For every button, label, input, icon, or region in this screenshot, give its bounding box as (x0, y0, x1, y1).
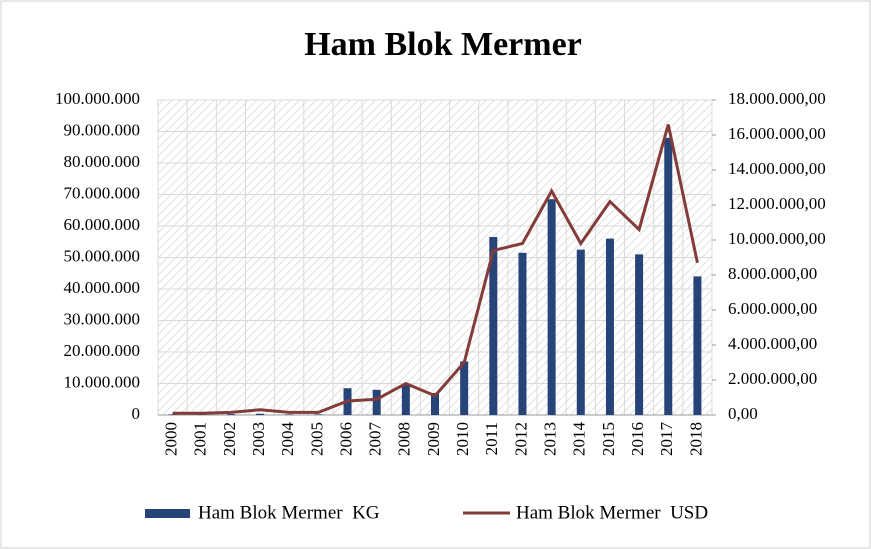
legend-swatch (145, 509, 190, 518)
y-tick-label: 100.000.000 (55, 89, 140, 108)
y-tick-label: 20.000.000 (64, 341, 141, 360)
bar (489, 237, 498, 415)
x-tick-label: 2006 (336, 422, 355, 456)
x-tick-label: 2001 (191, 422, 210, 456)
x-tick-label: 2004 (278, 422, 297, 457)
x-tick-label: 2002 (220, 422, 239, 456)
y2-tick-label: 4.000.000,00 (728, 334, 817, 353)
x-tick-label: 2018 (686, 422, 705, 456)
bar (372, 389, 381, 415)
x-tick-label: 2012 (511, 422, 530, 456)
y-tick-label: 60.000.000 (64, 215, 141, 234)
y-tick-label: 10.000.000 (64, 372, 141, 391)
x-tick-label: 2000 (161, 422, 180, 456)
x-tick-label: 2011 (482, 422, 501, 455)
x-tick-label: 2005 (307, 422, 326, 456)
bar (518, 252, 527, 415)
bar (226, 414, 235, 415)
legend-label: Ham Blok Mermer KG (198, 502, 380, 523)
bar (431, 392, 439, 415)
bar (401, 385, 410, 415)
bar (576, 249, 585, 415)
y2-tick-label: 0,00 (728, 404, 758, 423)
x-tick-label: 2009 (424, 422, 443, 456)
y-tick-label: 80.000.000 (64, 152, 141, 171)
bar (664, 137, 673, 416)
x-tick-label: 2007 (366, 422, 385, 457)
bar (547, 199, 556, 415)
y-tick-label: 50.000.000 (64, 246, 141, 265)
y-tick-label: 40.000.000 (64, 278, 141, 297)
x-tick-label: 2017 (657, 422, 676, 457)
y2-tick-label: 8.000.000,00 (728, 264, 817, 283)
y-tick-label: 0 (132, 404, 141, 423)
y2-tick-label: 6.000.000,00 (728, 299, 817, 318)
bar (605, 238, 614, 415)
y2-tick-label: 18.000.000,00 (728, 89, 826, 108)
y2-tick-label: 16.000.000,00 (728, 124, 826, 143)
y-tick-label: 90.000.000 (64, 120, 141, 139)
x-tick-label: 2008 (395, 422, 414, 456)
bar (285, 414, 294, 415)
x-tick-label: 2016 (628, 422, 647, 456)
x-tick-label: 2014 (570, 422, 589, 457)
x-tick-label: 2003 (249, 422, 268, 456)
bar (635, 254, 644, 415)
chart-title: Ham Blok Mermer (304, 26, 582, 63)
line (172, 124, 699, 415)
x-tick-label: 2013 (541, 422, 560, 456)
bar (460, 361, 469, 415)
y-tick-label: 70.000.000 (64, 183, 141, 202)
x-tick-label: 2010 (453, 422, 472, 456)
y2-tick-label: 2.000.000,00 (728, 369, 817, 388)
y2-tick-label: 14.000.000,00 (728, 159, 826, 178)
bar (314, 414, 323, 415)
x-tick-label: 2015 (599, 422, 618, 456)
y2-tick-label: 10.000.000,00 (728, 229, 826, 248)
bar (256, 413, 265, 415)
y-tick-label: 30.000.000 (64, 309, 141, 328)
legend-label: Ham Blok Mermer USD (516, 502, 708, 523)
bar (693, 276, 702, 415)
y2-tick-label: 12.000.000,00 (728, 194, 826, 213)
